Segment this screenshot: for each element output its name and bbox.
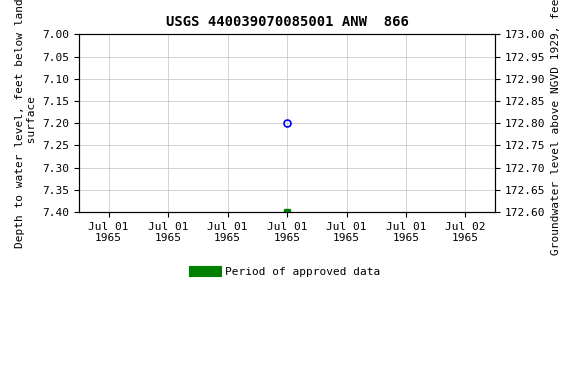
Legend: Period of approved data: Period of approved data <box>190 262 385 281</box>
Y-axis label: Depth to water level, feet below land
 surface: Depth to water level, feet below land su… <box>15 0 37 248</box>
Y-axis label: Groundwater level above NGVD 1929, feet: Groundwater level above NGVD 1929, feet <box>551 0 561 255</box>
Title: USGS 440039070085001 ANW  866: USGS 440039070085001 ANW 866 <box>166 15 408 29</box>
